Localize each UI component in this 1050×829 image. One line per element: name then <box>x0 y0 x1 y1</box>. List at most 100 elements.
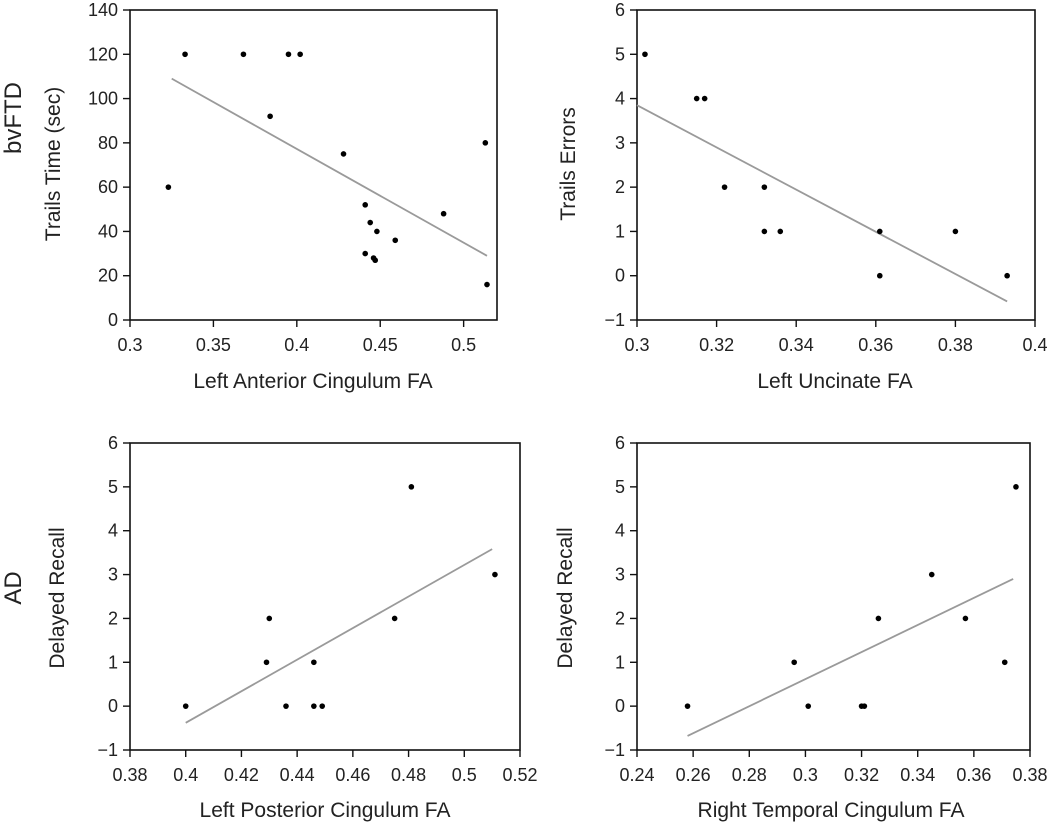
data-point <box>876 228 883 235</box>
data-point <box>182 703 189 709</box>
data-point <box>391 615 398 622</box>
y-tick-label: 4 <box>108 521 118 541</box>
x-tick-label: 0.35 <box>196 335 231 355</box>
panel-delayed-recall-vs-temporal-cingulum: Right Temporal Cingulum FA Delayed Recal… <box>554 433 1048 822</box>
data-point <box>761 184 768 190</box>
plot-frame <box>129 442 521 751</box>
y-tick-label: 1 <box>615 221 625 241</box>
data-point <box>791 659 797 666</box>
y-tick-label: 5 <box>615 44 625 64</box>
y-tick-label: 5 <box>615 477 625 497</box>
regression-line <box>171 77 488 257</box>
data-point <box>311 703 317 709</box>
x-tick-label: 0.52 <box>502 765 537 785</box>
y-tick-label: 5 <box>108 477 118 497</box>
data-point <box>319 703 326 709</box>
y-tick-label: 3 <box>108 565 118 585</box>
data-point <box>283 703 289 709</box>
regression-line <box>636 104 1008 303</box>
data-point <box>1001 659 1008 666</box>
x-tick-label: 0.4 <box>1022 335 1047 355</box>
y-tick-label: 100 <box>88 89 118 109</box>
row-label-ad: AD <box>0 571 27 604</box>
y-axis-title: Delayed Recall <box>46 527 69 668</box>
x-tick-label: 0.32 <box>844 765 879 785</box>
data-point <box>952 228 959 235</box>
x-tick-label: 0.4 <box>284 335 309 355</box>
data-point <box>1004 272 1010 279</box>
data-point <box>372 257 379 264</box>
data-point <box>267 113 273 120</box>
y-tick-label: 3 <box>615 565 625 585</box>
y-tick-label: 0 <box>615 696 625 716</box>
data-point <box>805 703 812 709</box>
panel-trails-errors-vs-uncinate: Left Uncinate FA Trails Errors 0.3 0.32 0.… <box>557 0 1048 393</box>
data-point <box>182 51 188 58</box>
y-tick-label: 60 <box>98 177 118 197</box>
y-tick-label: 2 <box>615 177 625 197</box>
data-point <box>875 615 882 622</box>
x-tick-label: 0.36 <box>858 335 893 355</box>
x-axis-title: Left Posterior Cingulum FA <box>200 799 451 822</box>
y-tick-label: 1 <box>615 652 625 672</box>
data-point <box>340 151 347 157</box>
data-point <box>362 202 369 208</box>
panel-trails-time-vs-anterior-cingulum: Left Anterior Cingulum FA Trails Time (s… <box>42 0 498 393</box>
data-point <box>311 659 317 666</box>
y-tick-label: 20 <box>98 266 118 286</box>
regression-line <box>687 578 1014 737</box>
y-tick-label: 4 <box>615 521 625 541</box>
x-tick-label: 0.3 <box>117 335 142 355</box>
y-tick-label: 6 <box>108 433 118 453</box>
x-tick-label: 0.38 <box>938 335 973 355</box>
data-point <box>482 140 489 146</box>
data-point <box>876 272 883 279</box>
data-point <box>440 210 447 217</box>
data-point <box>297 51 303 58</box>
x-tick-label: 0.42 <box>224 765 259 785</box>
x-tick-label: 0.28 <box>732 765 767 785</box>
x-tick-label: 0.24 <box>619 765 654 785</box>
y-tick-label: 140 <box>88 0 118 20</box>
data-point <box>484 281 490 288</box>
x-axis-title: Right Temporal Cingulum FA <box>698 799 965 822</box>
data-point <box>165 184 172 190</box>
data-point <box>367 219 374 226</box>
data-point <box>240 51 247 58</box>
data-point <box>928 571 935 578</box>
y-tick-label: 6 <box>615 433 625 453</box>
y-tick-label: 80 <box>98 133 118 153</box>
y-tick-label: −1 <box>97 740 118 760</box>
x-tick-label: 0.32 <box>699 335 734 355</box>
y-tick-label: 2 <box>108 608 118 628</box>
data-point <box>1013 484 1019 490</box>
panel-delayed-recall-vs-posterior-cingulum: Left Posterior Cingulum FA Delayed Recal… <box>46 433 538 822</box>
plot-frame <box>636 9 1036 321</box>
x-tick-label: 0.26 <box>676 765 711 785</box>
data-point <box>701 95 708 102</box>
data-point <box>266 615 273 622</box>
x-tick-label: 0.5 <box>451 335 476 355</box>
y-tick-label: 6 <box>615 0 625 20</box>
y-tick-label: 40 <box>98 221 118 241</box>
data-point <box>684 703 691 709</box>
data-point <box>721 184 728 190</box>
x-tick-label: 0.44 <box>280 765 315 785</box>
x-tick-label: 0.48 <box>391 765 426 785</box>
data-point <box>492 571 498 578</box>
data-point <box>285 51 292 58</box>
data-point <box>693 95 700 102</box>
y-axis-title: Delayed Recall <box>554 527 577 668</box>
y-tick-label: −1 <box>604 310 625 330</box>
x-tick-label: 0.38 <box>1012 765 1047 785</box>
x-tick-label: 0.36 <box>956 765 991 785</box>
data-point <box>374 228 380 235</box>
x-tick-label: 0.45 <box>363 335 398 355</box>
y-tick-label: 0 <box>108 310 118 330</box>
x-tick-label: 0.38 <box>112 765 147 785</box>
y-axis-title: Trails Time (sec) <box>42 87 65 241</box>
x-tick-label: 0.4 <box>173 765 198 785</box>
y-tick-label: 1 <box>108 652 118 672</box>
row-label-bvftd: bvFTD <box>0 82 27 154</box>
